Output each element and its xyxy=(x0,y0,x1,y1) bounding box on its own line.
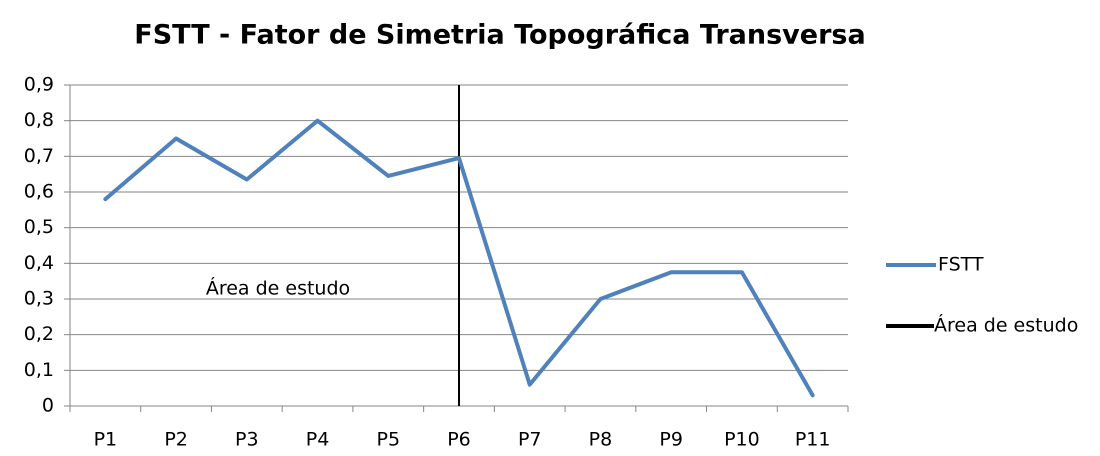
y-tick-label: 0,4 xyxy=(24,252,54,274)
y-tick-label: 0,7 xyxy=(24,145,54,167)
y-tick-label: 0,5 xyxy=(24,216,54,238)
x-tick-label: P9 xyxy=(659,429,683,451)
x-tick-label: P7 xyxy=(518,429,542,451)
x-tick-label: P10 xyxy=(724,429,760,451)
y-tick-label: 0,6 xyxy=(24,181,54,203)
legend-label: FSTT xyxy=(938,254,984,276)
chart-title: FSTT - Fator de Simetria Topográfica Tra… xyxy=(134,20,865,51)
y-tick-label: 0,2 xyxy=(24,323,54,345)
y-tick-label: 0,9 xyxy=(24,74,54,96)
x-tick-label: P6 xyxy=(447,429,471,451)
legend-label: Área de estudo xyxy=(934,314,1078,337)
x-tick-label: P5 xyxy=(376,429,400,451)
y-tick-label: 0 xyxy=(42,395,54,417)
y-tick-label: 0,1 xyxy=(24,359,54,381)
y-tick-label: 0,8 xyxy=(24,109,54,131)
x-tick-label: P1 xyxy=(94,429,118,451)
y-tick-label: 0,3 xyxy=(24,288,54,310)
x-tick-label: P2 xyxy=(164,429,188,451)
annotation: Área de estudo xyxy=(206,277,350,300)
x-tick-label: P3 xyxy=(235,429,259,451)
data-line xyxy=(103,118,815,398)
x-tick-label: P11 xyxy=(795,429,831,451)
x-tick-label: P8 xyxy=(589,429,613,451)
x-tick-label: P4 xyxy=(306,429,330,451)
